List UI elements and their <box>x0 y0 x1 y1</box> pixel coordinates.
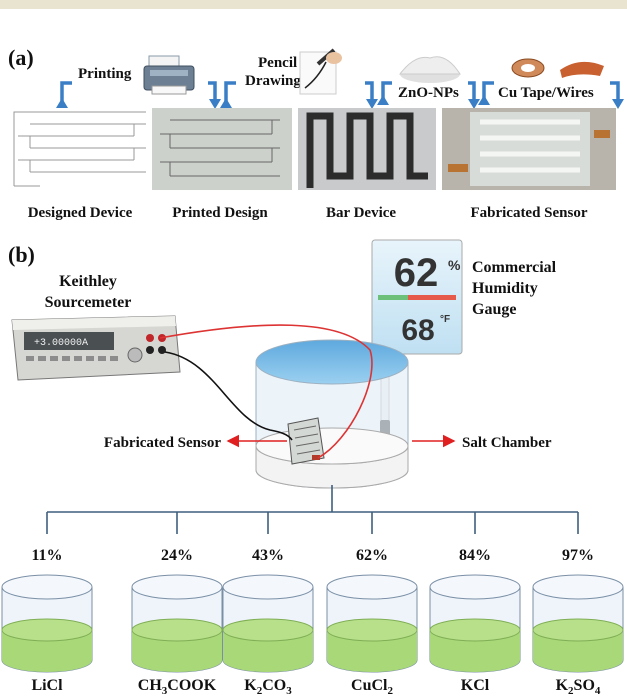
meter-display: +3.00000A <box>34 338 88 349</box>
step-cu-label: Cu Tape/Wires <box>498 85 594 101</box>
step-pencil-label: Pencil <box>258 55 297 71</box>
gauge-title-1: Commercial <box>472 259 557 276</box>
salt-chamber-label: Salt Chamber <box>462 435 552 451</box>
step-arrowheads <box>56 95 624 109</box>
step-arrow-2 <box>208 81 217 101</box>
bar-device-image <box>298 108 436 190</box>
caption-printed-design: Printed Design <box>172 205 268 221</box>
step-arrow-6 <box>468 81 476 101</box>
humidity-level-5: 97% <box>562 547 594 564</box>
salt-label-4: KCl <box>461 677 490 694</box>
step-arrow-8 <box>610 81 620 101</box>
top-rule <box>0 0 627 9</box>
keithley-label-2: Sourcemeter <box>45 294 132 311</box>
fabricated-sensor-label: Fabricated Sensor <box>104 435 221 451</box>
salt-label-0: LiCl <box>31 677 63 694</box>
salt-jar-5 <box>532 574 624 673</box>
step-arrow-1 <box>60 81 72 104</box>
gauge-title-2: Humidity <box>472 280 538 297</box>
step-arrow-3 <box>224 81 236 104</box>
step-arrow-4 <box>365 81 374 101</box>
humidity-level-0: 11% <box>31 547 62 564</box>
salt-jar-1 <box>131 574 223 673</box>
salt-jar-0 <box>1 574 93 673</box>
salt-jar-2 <box>222 574 314 673</box>
fabricated-sensor-image <box>442 108 616 190</box>
salt-label-5: K2SO4 <box>556 677 601 696</box>
caption-bar-device: Bar Device <box>326 205 396 221</box>
printer-icon <box>143 55 195 95</box>
salt-jar-3 <box>326 574 418 673</box>
salt-label-2: K2CO3 <box>244 677 292 696</box>
keithley-sourcemeter-icon: +3.00000A <box>11 315 181 381</box>
red-wire <box>159 324 373 459</box>
cu-tape-icon <box>511 58 604 78</box>
tree-connector <box>46 485 579 534</box>
salt-jars <box>1 574 624 673</box>
salt-labels: LiCl CH3COOK K2CO3 CuCl2 KCl K2SO4 <box>31 677 600 696</box>
caption-designed-device: Designed Device <box>28 205 133 221</box>
panel-b-label: (b) <box>8 242 35 267</box>
gauge-title-3: Gauge <box>472 301 516 318</box>
step-drawing-label: Drawing <box>245 73 301 89</box>
humidity-level-2: 43% <box>252 547 284 564</box>
pencil-hand-icon <box>299 48 342 95</box>
salt-jar-4 <box>429 574 521 673</box>
black-wire <box>164 351 293 441</box>
designed-device-image <box>10 108 150 190</box>
gauge-bottom-unit: °F <box>440 314 450 325</box>
salt-label-3: CuCl2 <box>351 677 393 696</box>
salt-chamber-icon <box>255 339 409 489</box>
keithley-label-1: Keithley <box>59 273 117 290</box>
gauge-top-value: 62 <box>394 251 439 295</box>
sensor-in-chamber-icon <box>287 417 325 465</box>
gauge-top-unit: % <box>448 257 461 273</box>
caption-fabricated-sensor: Fabricated Sensor <box>470 205 587 221</box>
humidity-level-4: 84% <box>459 547 491 564</box>
step-printing-label: Printing <box>78 66 132 82</box>
gauge-bottom-value: 68 <box>401 314 434 347</box>
salt-label-1: CH3COOK <box>138 677 217 696</box>
zno-powder-icon <box>398 56 461 83</box>
humidity-level-3: 62% <box>356 547 388 564</box>
step-zno-label: ZnO-NPs <box>398 85 459 101</box>
humidity-levels: 11% 24% 43% 62% 84% 97% <box>31 547 594 564</box>
humidity-level-1: 24% <box>161 547 193 564</box>
printed-design-image <box>152 108 292 190</box>
panel-a-label: (a) <box>8 45 34 70</box>
